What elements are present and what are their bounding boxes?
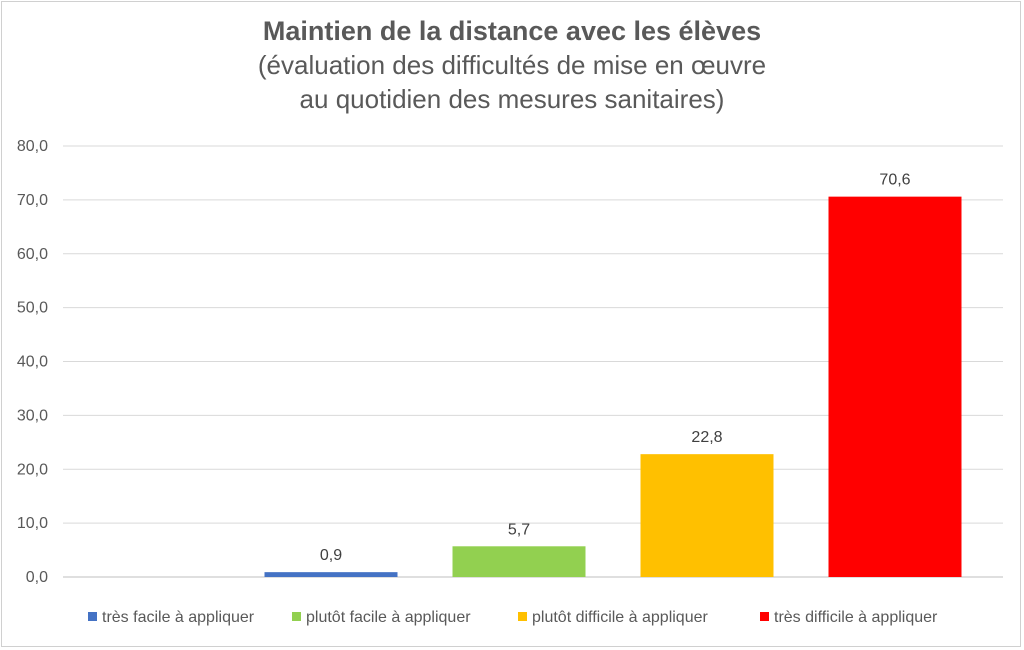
- y-tick-label: 20,0: [17, 461, 48, 478]
- legend-swatch: [760, 612, 769, 621]
- data-label: 70,6: [879, 172, 910, 189]
- legend-entry: plutôt difficile à appliquer: [532, 609, 708, 626]
- bar: [640, 454, 774, 577]
- y-tick-label: 60,0: [17, 246, 48, 263]
- chart-subtitle-line-1: (évaluation des difficultés de mise en œ…: [257, 50, 767, 80]
- y-tick-label: 70,0: [17, 192, 48, 209]
- chart-title: Maintien de la distance avec les élèves: [262, 16, 762, 46]
- bar: [452, 546, 586, 577]
- bars: [264, 196, 962, 577]
- y-tick-label: 0,0: [26, 569, 48, 586]
- data-labels: 0,9 5,7 22,8 70,6: [320, 172, 911, 565]
- legend: très facile à appliquer plutôt facile à a…: [88, 609, 938, 626]
- y-tick-label: 50,0: [17, 300, 48, 317]
- data-label: 5,7: [508, 521, 530, 538]
- bar: [828, 196, 962, 577]
- bar: [264, 572, 398, 577]
- data-label: 0,9: [320, 547, 342, 564]
- legend-swatch: [88, 612, 97, 621]
- data-label: 22,8: [691, 429, 722, 446]
- legend-entry: plutôt facile à appliquer: [306, 609, 471, 626]
- y-axis-tick-labels: 0,0 10,0 20,0 30,0 40,0 50,0 60,0 70,0 80,0: [17, 138, 48, 586]
- y-tick-label: 80,0: [17, 138, 48, 155]
- legend-swatch: [518, 612, 527, 621]
- chart-title-block: Maintien de la distance avec les élèves …: [0, 14, 1024, 116]
- y-tick-label: 10,0: [17, 515, 48, 532]
- legend-entry: très difficile à appliquer: [774, 609, 938, 626]
- y-tick-label: 30,0: [17, 407, 48, 424]
- legend-entry: très facile à appliquer: [102, 609, 255, 626]
- legend-swatch: [292, 612, 301, 621]
- chart-subtitle-line-2: au quotidien des mesures sanitaires): [299, 84, 725, 114]
- y-tick-label: 40,0: [17, 354, 48, 371]
